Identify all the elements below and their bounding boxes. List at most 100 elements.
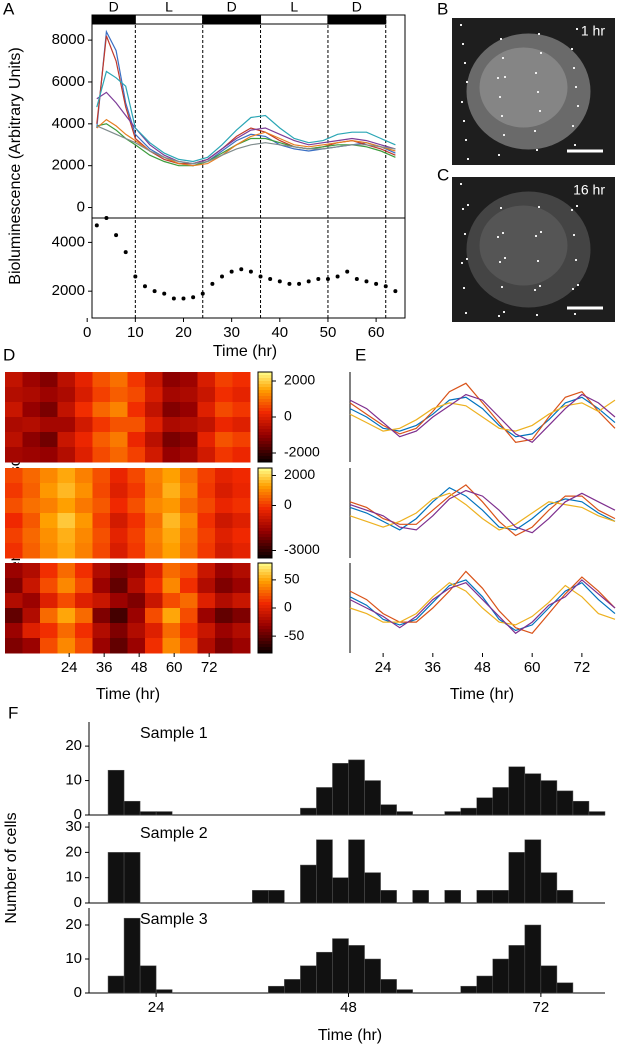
heatmap-cell (232, 372, 251, 388)
speckle (467, 158, 469, 160)
colorbar-segment (258, 435, 272, 439)
x-tick-label: 36 (424, 659, 441, 676)
colorbar-segment (258, 519, 272, 523)
heatmap-cell (57, 593, 76, 609)
heatmap-cell (232, 387, 251, 403)
histogram-bar (588, 811, 606, 816)
heatmap-cell (162, 623, 181, 639)
speckle (573, 234, 575, 236)
heatmap-cell (5, 543, 23, 559)
histogram-bar (316, 839, 333, 904)
colorbar-tick-label: -2000 (284, 444, 320, 460)
heatmap-cell (5, 498, 23, 514)
series-line (349, 570, 616, 634)
heatmap-cell (232, 593, 251, 609)
heatmap-cell (127, 372, 146, 388)
heatmap-cell (75, 563, 93, 579)
heatmap-cell (197, 593, 216, 609)
data-point (345, 269, 350, 274)
histogram-bar (460, 985, 477, 994)
heatmap-cell (162, 432, 181, 448)
colorbar-segment (258, 387, 272, 391)
colorbar-segment (258, 611, 272, 615)
heatmap-cell (110, 578, 128, 594)
heatmap-cell (180, 563, 198, 579)
series-line (96, 91, 396, 165)
y-tick-label: 0 (74, 894, 82, 911)
colorbar-segment (258, 620, 272, 624)
heatmap-cell (145, 623, 163, 639)
y-tick-label: 0 (74, 806, 82, 823)
speckle (466, 81, 468, 83)
colorbar-frame (257, 467, 273, 559)
colorbar-tick-label: 2000 (284, 466, 315, 482)
heatmap-cell (180, 468, 198, 484)
heatmap-cell (215, 623, 233, 639)
colorbar-segment (258, 372, 272, 376)
heatmap-cell (197, 578, 216, 594)
y-tick-label: 6000 (52, 73, 85, 90)
heatmap-cell (110, 483, 128, 499)
heatmap-cell (162, 417, 181, 433)
heatmap-cell (22, 387, 41, 403)
speckle (460, 24, 462, 26)
heatmap-cell (40, 638, 58, 654)
heatmap-cell (215, 608, 233, 624)
data-point (162, 291, 167, 296)
heatmap-cell (197, 447, 216, 463)
heatmap-cell (145, 593, 163, 609)
speckle (460, 183, 462, 185)
heatmap-cell (197, 543, 216, 559)
image-caption: 16 hr (573, 182, 605, 198)
heatmap-cell (92, 578, 111, 594)
colorbar-segment (258, 408, 272, 412)
colorbar-segment (258, 405, 272, 409)
series-line (349, 579, 616, 635)
heatmap-cell (57, 543, 76, 559)
speckle (573, 67, 575, 69)
histogram-bar (412, 890, 429, 904)
colorbar-segment (258, 495, 272, 499)
colorbar-segment (258, 543, 272, 547)
colorbar-segment (258, 423, 272, 427)
heatmap-cell (22, 447, 41, 463)
histogram-bar (316, 787, 333, 816)
colorbar-segment (258, 614, 272, 618)
heatmap-cell (92, 417, 111, 433)
colorbar-segment (258, 399, 272, 403)
cell-interior (479, 205, 568, 286)
colorbar-segment (258, 483, 272, 487)
heatmap-cell (232, 528, 251, 544)
data-point (287, 281, 292, 286)
speckle (538, 206, 540, 208)
histogram-bar (396, 811, 413, 816)
heatmap-cell (197, 432, 216, 448)
colorbar-segment (258, 411, 272, 415)
colorbar-segment (258, 629, 272, 633)
heatmap-cell (75, 578, 93, 594)
data-point (94, 223, 99, 228)
data-point (152, 289, 157, 294)
colorbar-segment (258, 602, 272, 606)
speckle (463, 287, 465, 289)
heatmap-cell (40, 593, 58, 609)
y-tick-label: 30 (65, 818, 82, 835)
heatmap-cell (145, 563, 163, 579)
heatmap-cell (145, 372, 163, 388)
heatmap-cell (180, 447, 198, 463)
speckle (536, 149, 538, 151)
heatmap-cell (180, 608, 198, 624)
heatmap-cell (75, 593, 93, 609)
speckle (571, 48, 573, 50)
heatmap-cell (110, 623, 128, 639)
colorbar-segment (258, 623, 272, 627)
heatmap-cell (40, 417, 58, 433)
heatmap-cell (40, 528, 58, 544)
histogram-bar (556, 890, 574, 904)
histogram-bar (476, 890, 494, 904)
colorbar-segment (258, 378, 272, 382)
heatmap-cell (5, 483, 23, 499)
histogram-bar (540, 872, 558, 904)
heatmap-cell (22, 498, 41, 514)
heatmap-cell (162, 372, 181, 388)
